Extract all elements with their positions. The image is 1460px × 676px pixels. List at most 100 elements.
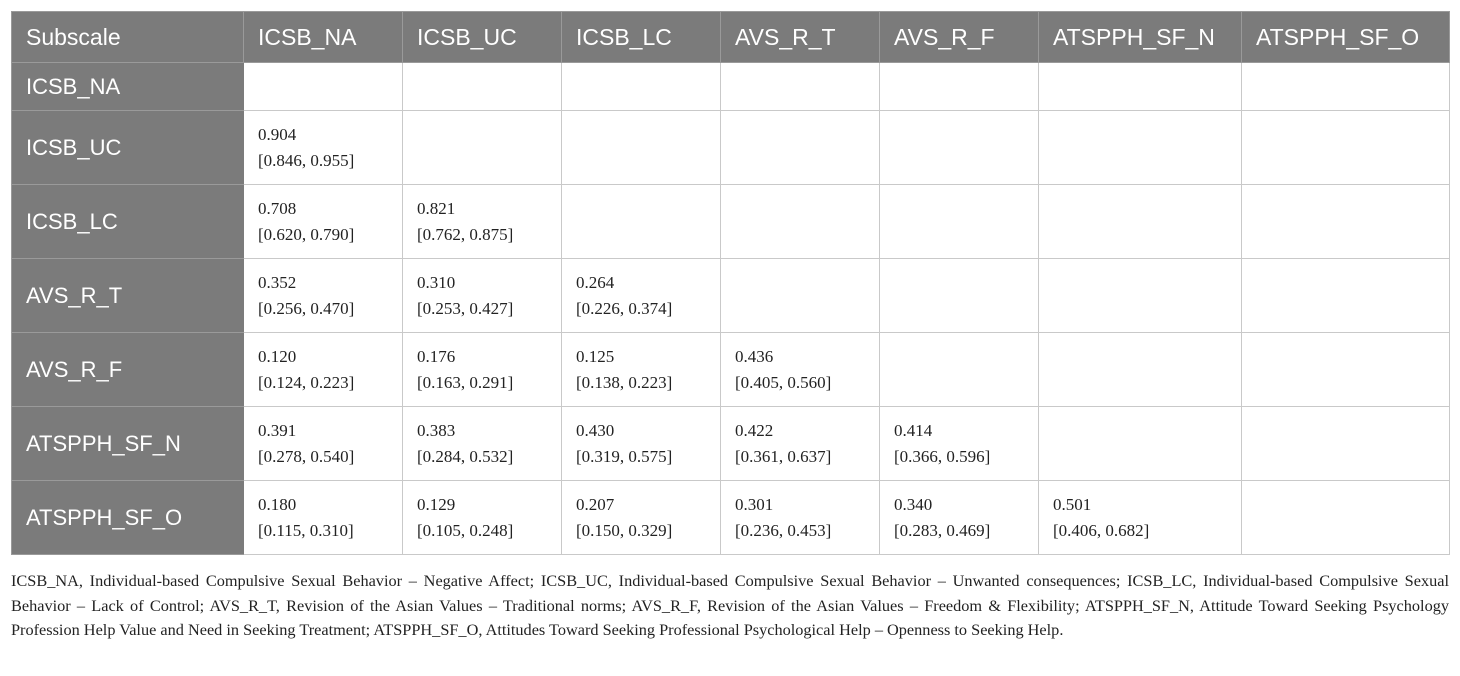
table-cell: 0.120 [0.124, 0.223]: [243, 332, 403, 407]
table-cell: [1038, 406, 1242, 481]
table-cell: 0.125 [0.138, 0.223]: [561, 332, 721, 407]
correlation-value: 0.821: [417, 198, 456, 218]
confidence-interval: [0.406, 0.682]: [1053, 520, 1150, 540]
confidence-interval: [0.284, 0.532]: [417, 446, 514, 466]
table-cell: 0.180 [0.115, 0.310]: [243, 480, 403, 555]
table-cell: 0.176 [0.163, 0.291]: [402, 332, 562, 407]
confidence-interval: [0.366, 0.596]: [894, 446, 991, 466]
table-footnote: ICSB_NA, Individual-based Compulsive Sex…: [11, 571, 1449, 639]
confidence-interval: [0.283, 0.469]: [894, 520, 991, 540]
table-cell: [879, 62, 1039, 111]
confidence-interval: [0.846, 0.955]: [258, 150, 355, 170]
table-cell: 0.414 [0.366, 0.596]: [879, 406, 1039, 481]
table-body: ICSB_NA ICSB_UC 0.904 [0.846, 0.955] ICSB_LC…: [11, 62, 1450, 555]
table-row: AVS_R_F 0.120 [0.124, 0.223] 0.176 [0.163, 0…: [11, 332, 1450, 407]
confidence-interval: [0.253, 0.427]: [417, 298, 514, 318]
confidence-interval: [0.163, 0.291]: [417, 372, 514, 392]
table-cell: [1038, 110, 1242, 185]
table-cell: 0.821 [0.762, 0.875]: [402, 184, 562, 259]
row-header: ICSB_UC: [11, 110, 244, 185]
table-cell: [1241, 332, 1450, 407]
confidence-interval: [0.361, 0.637]: [735, 446, 832, 466]
table-cell: [1241, 62, 1450, 111]
table-cell: 0.129 [0.105, 0.248]: [402, 480, 562, 555]
table-cell: [243, 62, 403, 111]
correlation-value: 0.436: [735, 346, 774, 366]
correlation-value: 0.352: [258, 272, 297, 292]
correlation-value: 0.422: [735, 420, 774, 440]
confidence-interval: [0.278, 0.540]: [258, 446, 355, 466]
row-header: ATSPPH_SF_N: [11, 406, 244, 481]
column-header: ICSB_UC: [402, 11, 562, 63]
table-cell: [879, 184, 1039, 259]
table-cell: [1241, 258, 1450, 333]
row-header: AVS_R_T: [11, 258, 244, 333]
correlation-value: 0.310: [417, 272, 456, 292]
table-cell: 0.310 [0.253, 0.427]: [402, 258, 562, 333]
column-header: AVS_R_T: [720, 11, 880, 63]
table-row: ICSB_UC 0.904 [0.846, 0.955]: [11, 110, 1450, 185]
table-cell: [1241, 110, 1450, 185]
correlation-value: 0.501: [1053, 494, 1092, 514]
table-cell: [1241, 480, 1450, 555]
correlation-value: 0.120: [258, 346, 297, 366]
table-header: Subscale ICSB_NA ICSB_UC ICSB_LC AVS_R_T…: [11, 11, 1450, 63]
correlation-value: 0.904: [258, 124, 297, 144]
table-cell: [879, 110, 1039, 185]
table-row: ICSB_LC 0.708 [0.620, 0.790] 0.821 [0.762, 0…: [11, 184, 1450, 259]
confidence-interval: [0.762, 0.875]: [417, 224, 514, 244]
table-cell: [1038, 184, 1242, 259]
column-header: ATSPPH_SF_N: [1038, 11, 1242, 63]
table-cell: 0.264 [0.226, 0.374]: [561, 258, 721, 333]
correlation-value: 0.176: [417, 346, 456, 366]
table-cell: 0.430 [0.319, 0.575]: [561, 406, 721, 481]
correlation-value: 0.414: [894, 420, 933, 440]
correlation-value: 0.391: [258, 420, 297, 440]
row-header: ICSB_NA: [11, 62, 244, 111]
correlation-value: 0.129: [417, 494, 456, 514]
table-cell: [720, 258, 880, 333]
table-cell: [1038, 332, 1242, 407]
table-cell: 0.391 [0.278, 0.540]: [243, 406, 403, 481]
table-cell: [561, 184, 721, 259]
table-cell: [879, 258, 1039, 333]
header-row: Subscale ICSB_NA ICSB_UC ICSB_LC AVS_R_T…: [11, 11, 1450, 63]
table-cell: [1038, 62, 1242, 111]
confidence-interval: [0.105, 0.248]: [417, 520, 514, 540]
table-row: ICSB_NA: [11, 62, 1450, 111]
table-cell: 0.352 [0.256, 0.470]: [243, 258, 403, 333]
confidence-interval: [0.150, 0.329]: [576, 520, 673, 540]
correlation-value: 0.340: [894, 494, 933, 514]
confidence-interval: [0.256, 0.470]: [258, 298, 355, 318]
correlation-table-container: Subscale ICSB_NA ICSB_UC ICSB_LC AVS_R_T…: [11, 11, 1450, 555]
table-cell: 0.436 [0.405, 0.560]: [720, 332, 880, 407]
table-cell: [1241, 184, 1450, 259]
table-cell: [402, 62, 562, 111]
confidence-interval: [0.115, 0.310]: [258, 520, 354, 540]
table-cell: 0.501 [0.406, 0.682]: [1038, 480, 1242, 555]
confidence-interval: [0.319, 0.575]: [576, 446, 673, 466]
table-cell: [720, 184, 880, 259]
confidence-interval: [0.124, 0.223]: [258, 372, 355, 392]
row-header: AVS_R_F: [11, 332, 244, 407]
row-header: ATSPPH_SF_O: [11, 480, 244, 555]
correlation-value: 0.301: [735, 494, 774, 514]
confidence-interval: [0.405, 0.560]: [735, 372, 832, 392]
column-header: AVS_R_F: [879, 11, 1039, 63]
table-cell: [1038, 258, 1242, 333]
table-cell: 0.422 [0.361, 0.637]: [720, 406, 880, 481]
correlation-value: 0.430: [576, 420, 615, 440]
table-cell: [1241, 406, 1450, 481]
table-cell: 0.708 [0.620, 0.790]: [243, 184, 403, 259]
correlation-value: 0.264: [576, 272, 615, 292]
table-cell: [561, 110, 721, 185]
table-cell: 0.340 [0.283, 0.469]: [879, 480, 1039, 555]
correlation-value: 0.708: [258, 198, 297, 218]
column-header: ATSPPH_SF_O: [1241, 11, 1450, 63]
confidence-interval: [0.236, 0.453]: [735, 520, 832, 540]
confidence-interval: [0.226, 0.374]: [576, 298, 673, 318]
correlation-value: 0.207: [576, 494, 615, 514]
table-cell: 0.383 [0.284, 0.532]: [402, 406, 562, 481]
correlation-value: 0.180: [258, 494, 297, 514]
table-row: AVS_R_T 0.352 [0.256, 0.470] 0.310 [0.253, 0…: [11, 258, 1450, 333]
